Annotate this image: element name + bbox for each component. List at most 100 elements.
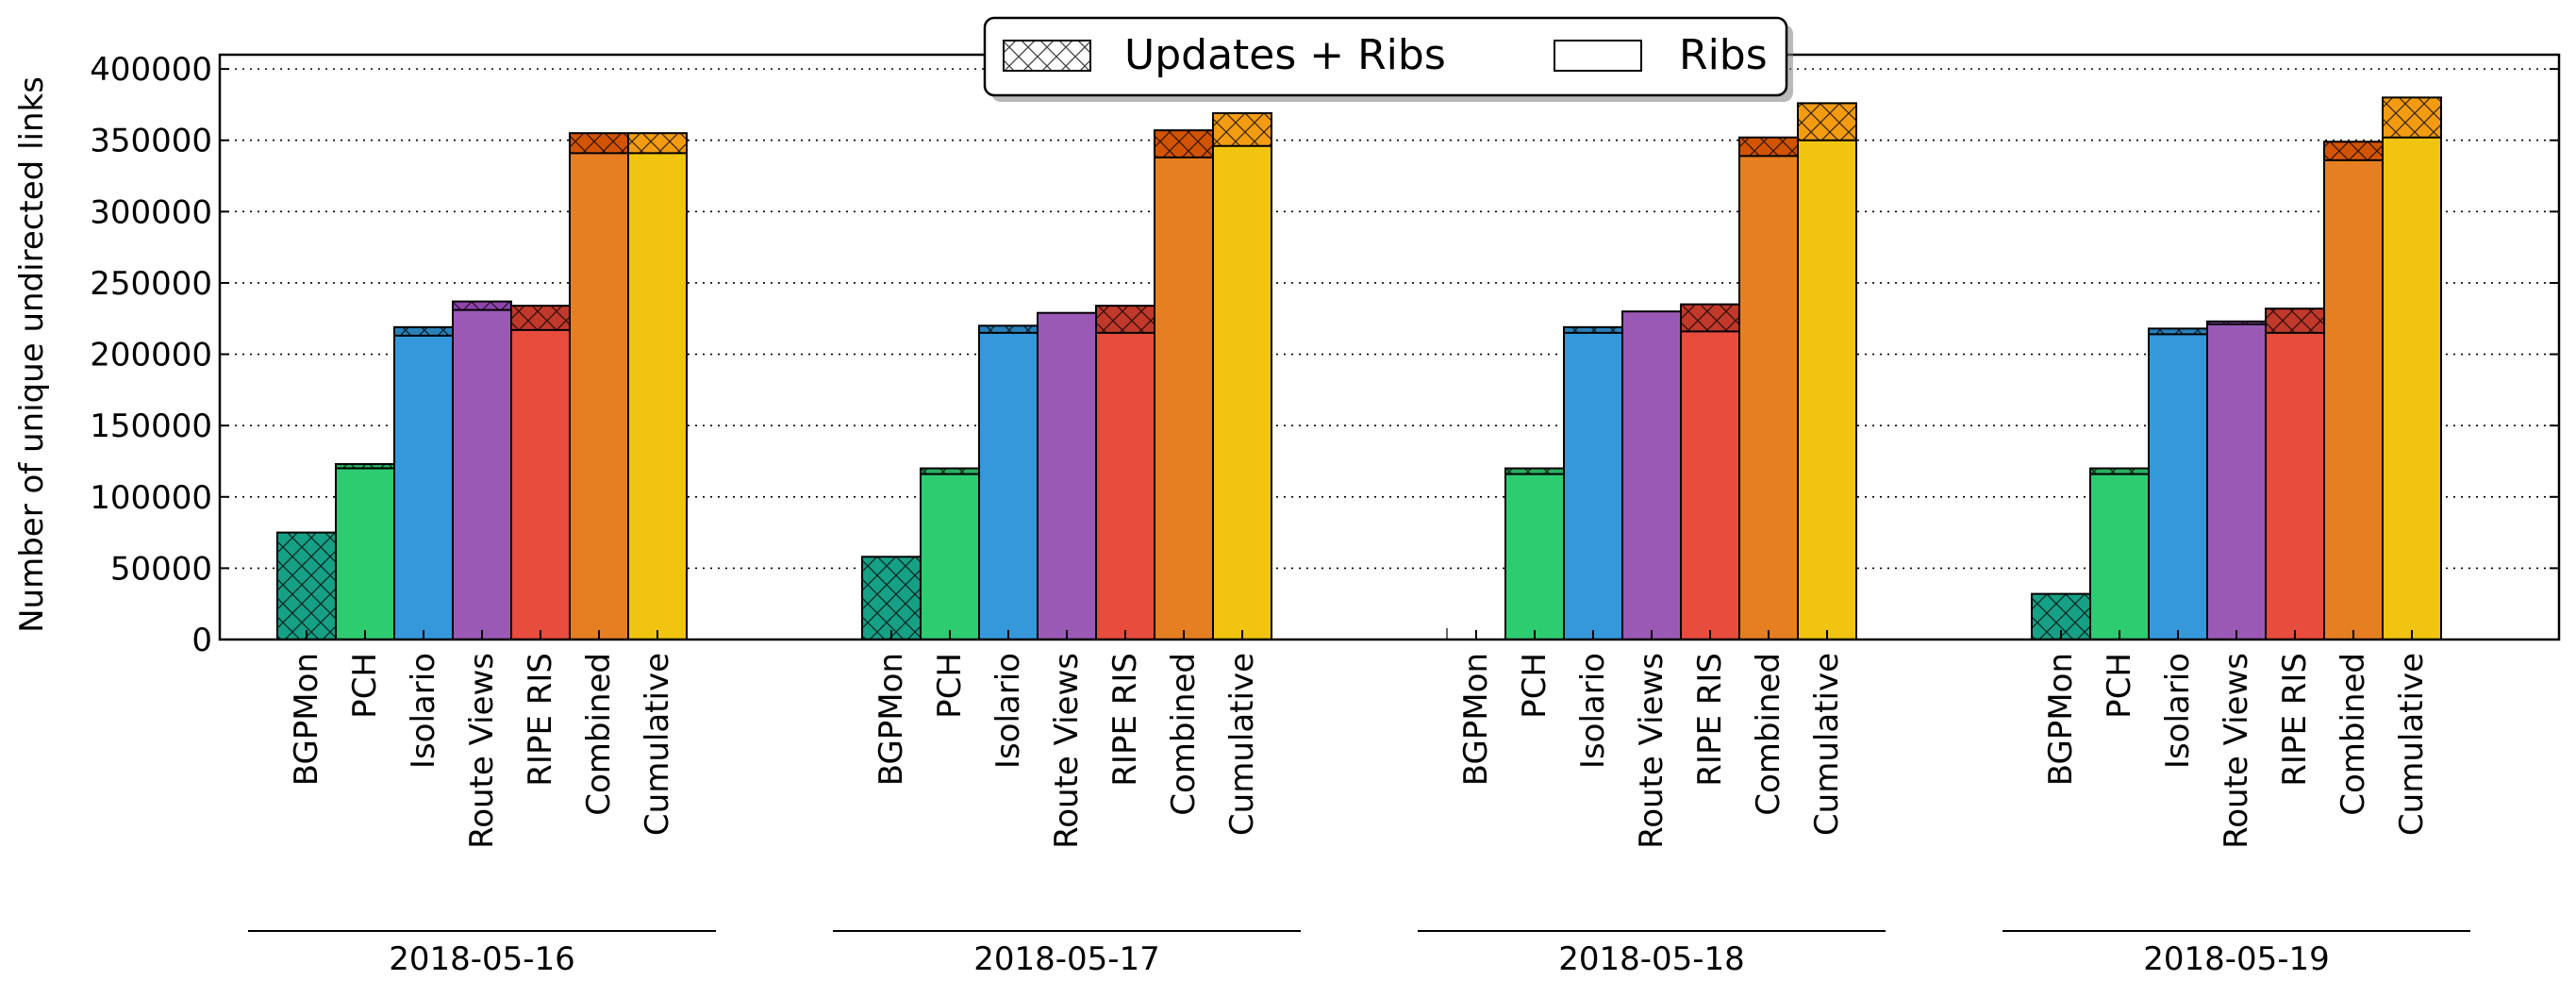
bar-ribs	[336, 468, 394, 640]
bar-ribs	[1213, 145, 1271, 640]
bar-ribs	[2090, 474, 2149, 640]
bar-ribs	[628, 153, 687, 640]
bar-updates-hatch	[1213, 113, 1271, 146]
legend-swatch-hatched-pattern	[1003, 40, 1091, 72]
y-tick-label: 50000	[110, 550, 212, 588]
bar-updates-hatch	[1739, 137, 1798, 157]
x-tick-label: Isolario	[1574, 653, 1612, 769]
y-axis-label: Number of unique undirected links	[13, 76, 51, 633]
x-tick-label: Cumulative	[1223, 653, 1261, 836]
x-tick-label: Cumulative	[639, 653, 676, 836]
group-date-label: 2018-05-18	[1558, 940, 1745, 978]
bar-ribs	[2207, 324, 2266, 640]
group-date-label: 2018-05-19	[2143, 940, 2330, 978]
bar-updates-hatch	[862, 557, 921, 640]
bar-updates-hatch	[1564, 326, 1622, 333]
bar-ribs	[921, 474, 979, 640]
bar-updates-hatch	[921, 468, 979, 474]
bar-updates-hatch	[2207, 321, 2266, 324]
bar-updates-hatch	[2090, 468, 2149, 474]
bar-updates-hatch	[628, 133, 687, 154]
bar-ribs	[2324, 159, 2383, 640]
x-tick-label: Isolario	[989, 653, 1027, 769]
x-tick-label: PCH	[346, 653, 384, 719]
bar-updates-hatch	[2266, 308, 2324, 333]
bar-updates-hatch	[511, 306, 570, 330]
x-tick-label: PCH	[1516, 653, 1554, 719]
x-tick-label: Cumulative	[2393, 653, 2431, 836]
x-tick-label: Route Views	[1633, 653, 1670, 849]
bar-updates-hatch	[1155, 130, 1213, 158]
bar-ribs	[1564, 332, 1622, 640]
x-tick-label: BGPMon	[2042, 653, 2080, 786]
x-tick-label: Route Views	[1048, 653, 1086, 849]
bar-ribs	[2383, 137, 2441, 640]
bar-updates-hatch	[277, 532, 336, 640]
bar-ribs	[1038, 312, 1096, 640]
y-tick-label: 100000	[90, 479, 212, 517]
x-tick-label: Combined	[1750, 653, 1787, 816]
y-tick-label: 200000	[90, 337, 212, 374]
x-tick-label: RIPE RIS	[1106, 653, 1144, 787]
y-tick-label: 300000	[90, 193, 212, 231]
x-tick-label: PCH	[931, 653, 969, 719]
x-tick-label: Combined	[2335, 653, 2372, 816]
group-date-label: 2018-05-17	[973, 940, 1160, 978]
x-axis: BGPMon PCH Isolario Route Views RIPE RIS Comb…	[248, 630, 2470, 978]
bar-updates-hatch	[2324, 141, 2383, 160]
y-axis: 0 50000 100000 150000 200000 250000 300000 3500…	[90, 51, 2559, 659]
bar-updates-hatch	[2149, 328, 2207, 335]
bars	[276, 96, 2442, 641]
x-tick-label: RIPE RIS	[1691, 653, 1729, 787]
y-tick-label: 400000	[90, 51, 212, 89]
bar-ribs	[979, 332, 1038, 640]
bar-ribs	[1622, 311, 1681, 640]
bar-ribs	[1096, 332, 1155, 640]
bar-ribs	[1681, 331, 1739, 640]
legend-label-updates-ribs: Updates + Ribs	[1124, 31, 1446, 79]
bar-ribs	[511, 329, 570, 640]
legend-frame	[983, 16, 1788, 97]
y-tick-label: 0	[191, 622, 212, 659]
bar-updates-hatch	[979, 325, 1038, 333]
legend: Updates + Ribs Ribs	[983, 16, 1793, 102]
bar-updates-hatch	[1505, 468, 1564, 474]
x-tick-label: Cumulative	[1808, 653, 1846, 836]
legend-swatch-plain	[1554, 40, 1642, 72]
x-tick-label: BGPMon	[1457, 653, 1495, 786]
y-tick-label: 350000	[90, 123, 212, 160]
x-tick-label: Isolario	[2159, 653, 2197, 769]
x-tick-label: BGPMon	[288, 653, 325, 786]
x-tick-label: Combined	[1165, 653, 1203, 816]
x-tick-label: RIPE RIS	[2276, 653, 2314, 787]
group-date-label: 2018-05-16	[389, 940, 575, 978]
bar-ribs	[570, 153, 628, 640]
legend-label-ribs: Ribs	[1679, 31, 1768, 79]
bar-ribs	[394, 335, 453, 640]
x-tick-label: Route Views	[463, 653, 501, 849]
bar-ribs	[1505, 474, 1564, 640]
y-tick-label: 250000	[90, 265, 212, 303]
bar-ribs	[2266, 332, 2324, 640]
bar-updates-hatch	[336, 464, 394, 469]
x-tick-label: Route Views	[2218, 653, 2255, 849]
x-tick-label: Combined	[580, 653, 618, 816]
x-tick-label: RIPE RIS	[522, 653, 559, 787]
y-tick-label: 150000	[90, 407, 212, 445]
x-tick-label: Isolario	[405, 653, 442, 769]
bar-ribs	[2149, 334, 2207, 640]
x-tick-label: BGPMon	[873, 653, 910, 786]
bar-ribs	[453, 309, 511, 640]
x-tick-label: PCH	[2101, 653, 2138, 719]
bar-updates-hatch	[453, 301, 511, 310]
bar-updates-hatch	[570, 133, 628, 154]
bar-updates-hatch	[2383, 97, 2441, 138]
bar-ribs	[1798, 140, 1856, 640]
bar-ribs	[1155, 157, 1213, 640]
bar-updates-hatch	[1798, 103, 1856, 141]
bar-updates-hatch	[1681, 304, 1739, 332]
bar-updates-hatch	[1096, 306, 1155, 333]
bar-updates-hatch	[394, 326, 453, 336]
bar-ribs	[1739, 156, 1798, 640]
